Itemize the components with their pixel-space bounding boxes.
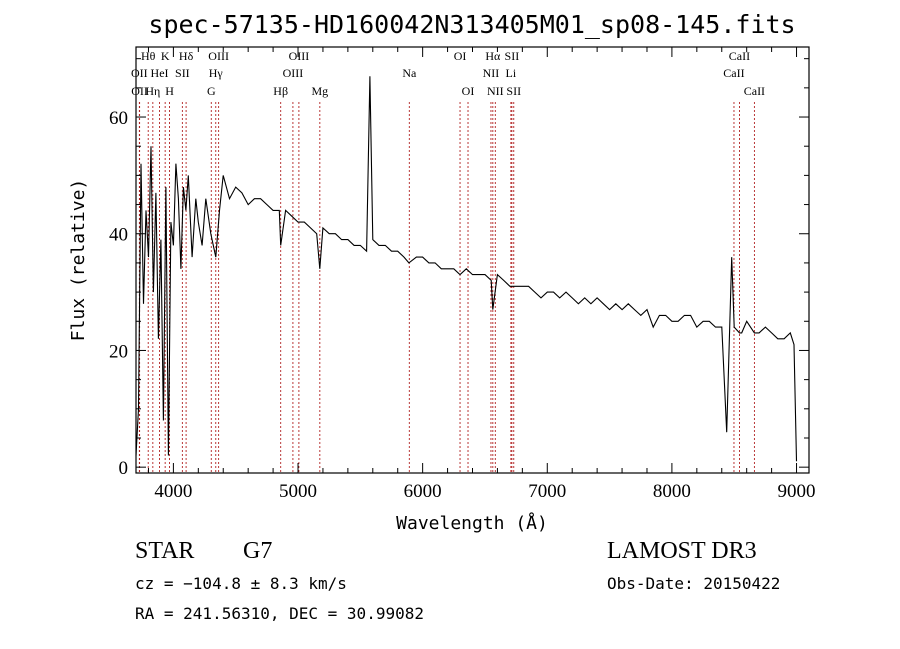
line-marker-label: Hγ (209, 66, 224, 80)
line-marker-label: CaII (723, 66, 744, 80)
line-marker-label: Hδ (179, 49, 194, 63)
line-marker-label: SII (175, 66, 190, 80)
line-marker-label: NII (487, 84, 504, 98)
object-subclass: G7 (243, 538, 273, 564)
line-marker-label: OIII (289, 49, 310, 63)
line-marker-label: OI (454, 49, 467, 63)
line-marker-label: H (165, 84, 174, 98)
x-tick-label: 4000 (154, 481, 192, 502)
x-axis-label: Wavelength (Å) (396, 512, 548, 534)
survey-name: LAMOST DR3 (607, 538, 757, 564)
spectrum-line (135, 76, 798, 462)
line-marker-label: Mg (311, 84, 328, 98)
line-marker-label: SII (506, 84, 521, 98)
y-tick-label: 0 (119, 458, 129, 479)
x-tick-label: 8000 (653, 481, 691, 502)
y-tick-label: 40 (109, 225, 128, 246)
line-marker-label: Hθ (141, 49, 156, 63)
coordinates: RA = 241.56310, DEC = 30.99082 (135, 604, 424, 623)
x-tick-label: 5000 (279, 481, 317, 502)
line-marker-label: CaII (744, 84, 765, 98)
x-tick-label: 9000 (778, 481, 816, 502)
line-marker-label: OIII (283, 66, 304, 80)
chart-title: spec-57135-HD160042N313405M01_sp08-145.f… (148, 10, 795, 39)
line-markers: Hθ K Hδ OIII OIII OI Hα SII CaII OII HeI SII Hγ OIII N… (131, 49, 765, 473)
y-axis-label: Flux (relative) (68, 179, 89, 342)
line-marker-label: Hη (145, 84, 160, 98)
line-marker-label: G (207, 84, 216, 98)
line-marker-label: K (161, 49, 170, 63)
line-marker-label: CaII (729, 49, 750, 63)
line-marker-label: Li (506, 66, 517, 80)
object-class: STAR (135, 538, 195, 564)
line-marker-label: OI (462, 84, 475, 98)
line-marker-label: HeI (151, 66, 169, 80)
line-marker-label: Hα (485, 49, 501, 63)
x-tick-label: 6000 (404, 481, 442, 502)
line-marker-label: Na (402, 66, 417, 80)
observation-date: Obs-Date: 20150422 (607, 574, 781, 593)
axis-ticks: 4000 5000 6000 7000 8000 9000 0 20 40 60 (109, 47, 816, 502)
line-marker-label: SII (505, 49, 520, 63)
plot-frame (135, 46, 810, 474)
line-marker-label: OIII (208, 49, 229, 63)
redshift-velocity: cz = −104.8 ± 8.3 km/s (135, 574, 347, 593)
line-marker-label: Hβ (273, 84, 288, 98)
y-tick-label: 60 (109, 108, 128, 129)
y-tick-label: 20 (109, 341, 128, 362)
x-tick-label: 7000 (528, 481, 566, 502)
line-marker-label: OII (131, 66, 148, 80)
line-marker-label: NII (483, 66, 500, 80)
